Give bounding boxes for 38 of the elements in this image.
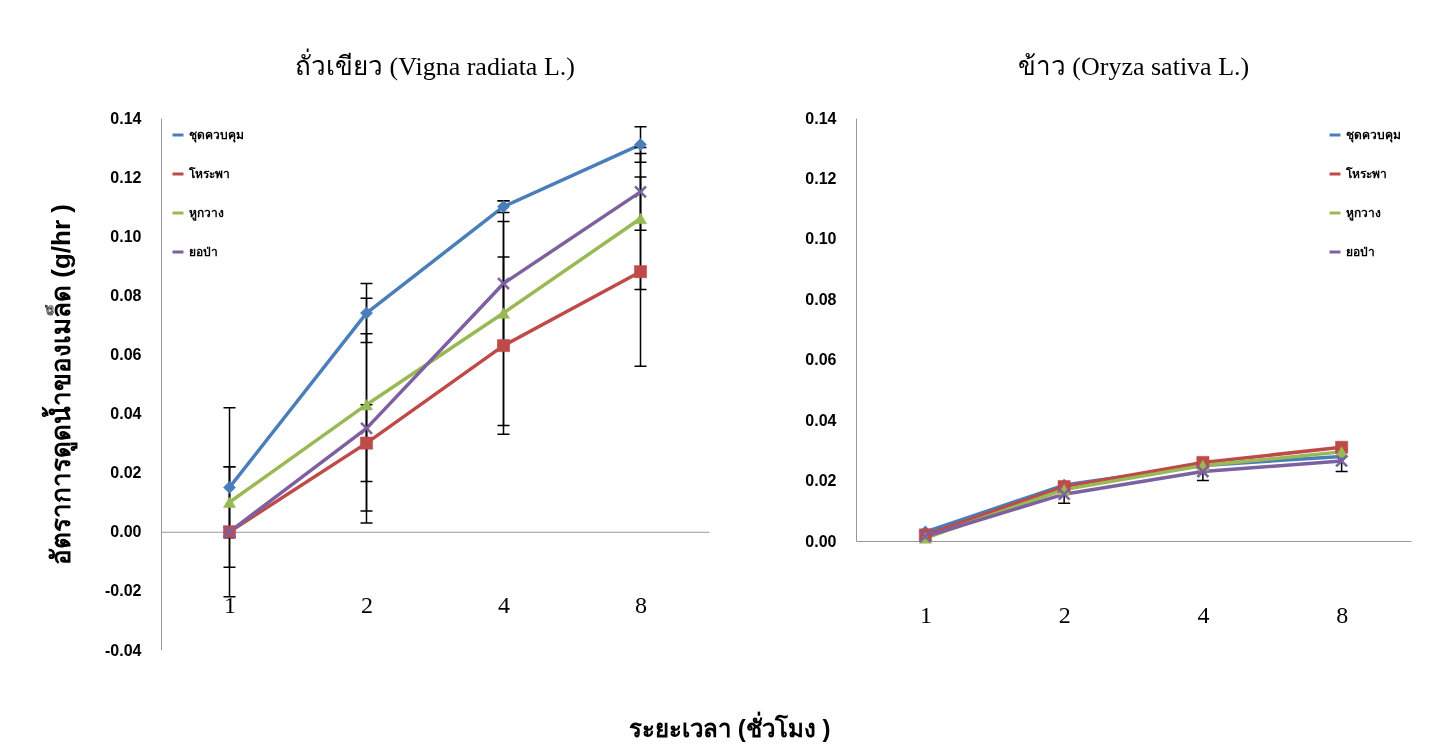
x-tick-label: 4 — [498, 592, 510, 619]
legend-label: ยอป่า — [189, 245, 218, 259]
y-tick-label: -0.04 — [105, 641, 142, 659]
y-tick-label: 0.10 — [110, 227, 142, 245]
x-tick-label: 2 — [361, 592, 373, 619]
legend-label: ชุดควบคุม — [1346, 128, 1401, 143]
y-axis-title: อัตราการดูดน้ำของเมล็ด (g/hr ) — [41, 204, 79, 565]
y-tick-label: 0.08 — [805, 290, 837, 308]
legend-label: หูกวาง — [1346, 206, 1381, 221]
y-tick-label: 0.04 — [805, 411, 837, 429]
legend-label: ยอป่า — [1346, 245, 1375, 259]
x-tick-label: 8 — [635, 592, 647, 619]
x-axis-title: ระยะเวลา (ชั่วโมง ) — [629, 711, 831, 742]
x-tick-label: 4 — [1197, 601, 1210, 628]
y-tick-label: 0.02 — [110, 464, 142, 482]
x-tick-label: 8 — [1336, 601, 1349, 628]
x-tick-label: 2 — [1058, 601, 1071, 628]
y-tick-label: 0.02 — [805, 472, 837, 490]
y-tick-label: 0.06 — [805, 351, 837, 369]
y-tick-label: 0.08 — [110, 286, 142, 304]
y-tick-label: 0.12 — [110, 168, 142, 186]
legend-label: โหระพา — [1345, 166, 1387, 181]
x-tick-label: 1 — [919, 601, 932, 628]
y-tick-label: 0.04 — [110, 405, 142, 423]
x-tick-label: 1 — [224, 592, 236, 619]
chart-title: ข้าว (Oryza sativa L.) — [1017, 52, 1250, 81]
legend-label: โหระพา — [188, 166, 230, 181]
legend-label: หูกวาง — [189, 206, 224, 221]
y-tick-label: 0.00 — [110, 523, 142, 541]
legend-label: ชุดควบคุม — [189, 128, 244, 143]
y-tick-label: 0.14 — [805, 109, 837, 127]
y-tick-label: 0.14 — [110, 109, 142, 127]
y-tick-label: -0.02 — [105, 582, 142, 600]
y-tick-label: 0.10 — [805, 230, 837, 248]
y-tick-label: 0.00 — [805, 532, 837, 550]
y-tick-label: 0.12 — [805, 169, 837, 187]
y-tick-label: 0.06 — [110, 345, 142, 363]
chart-title: ถั่วเขียว (Vigna radiata L.) — [295, 48, 575, 81]
